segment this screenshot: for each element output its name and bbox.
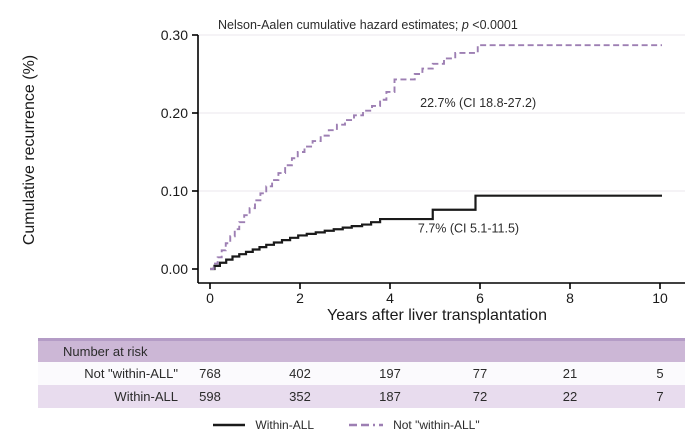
series-within-all [210,194,662,271]
risk-table-header-row: Number at risk [38,341,685,362]
risk-count-cell: 402 [289,366,311,381]
risk-row-label: Within-ALL [114,389,178,404]
risk-count-cell: 598 [199,389,221,404]
risk-table: Number at risk Not "within-ALL" 768 402 19… [38,338,685,408]
legend-item-within-all: Within-ALL [212,418,314,432]
solid-line-swatch [213,423,246,427]
legend-label: Within-ALL [255,418,315,432]
dashed-line-swatch [349,423,384,427]
chart-title: Nelson-Aalen cumulative hazard estimates… [218,18,518,32]
chart-canvas: 0.00 0.10 0.20 0.30 0 2 4 6 8 10 22.7% (CI 18.8-27… [21,18,685,324]
legend-label: Not "within-ALL" [393,418,480,432]
x-axis-title: Years after liver transplantation [327,307,547,324]
y-tick-label: 0.30 [161,27,188,43]
risk-count-cell: 22 [562,389,578,404]
y-tick-label: 0.20 [161,105,188,121]
legend-item-not-within-all: Not "within-ALL" [348,418,480,432]
x-tick-label: 6 [476,290,484,306]
y-tick-label: 0.00 [161,261,188,277]
risk-row-label: Not "within-ALL" [84,366,178,381]
risk-count-cell: 77 [472,366,488,381]
risk-count-cell: 768 [199,366,221,381]
chart-legend: Within-ALL Not "within-ALL" [0,412,692,438]
y-axis-title: Cumulative recurrence (%) [21,55,38,245]
risk-count-cell: 197 [379,366,401,381]
risk-table-title: Number at risk [63,344,148,359]
x-tick-label: 2 [296,290,304,306]
estimate-annotation: 7.7% (CI 5.1-11.5) [418,221,519,235]
risk-count-cell: 7 [656,389,664,404]
y-tick-label: 0.10 [161,183,188,199]
risk-count-cell: 352 [289,389,311,404]
x-tick-label: 0 [206,290,214,306]
risk-row-not-within-all: Not "within-ALL" 768 402 197 77 21 5 [38,362,685,385]
risk-count-cell: 5 [656,366,664,381]
x-tick-label: 4 [386,290,394,306]
risk-count-cell: 187 [379,389,401,404]
x-tick-label: 10 [652,290,668,306]
risk-count-cell: 21 [562,366,578,381]
estimate-annotation: 22.7% (CI 18.8-27.2) [420,96,536,110]
risk-table-top-strip [38,338,685,341]
risk-row-within-all: Within-ALL 598 352 187 72 22 7 [38,385,685,408]
series-not-within-all [210,44,662,270]
x-tick-label: 8 [566,290,574,306]
risk-count-cell: 72 [472,389,488,404]
